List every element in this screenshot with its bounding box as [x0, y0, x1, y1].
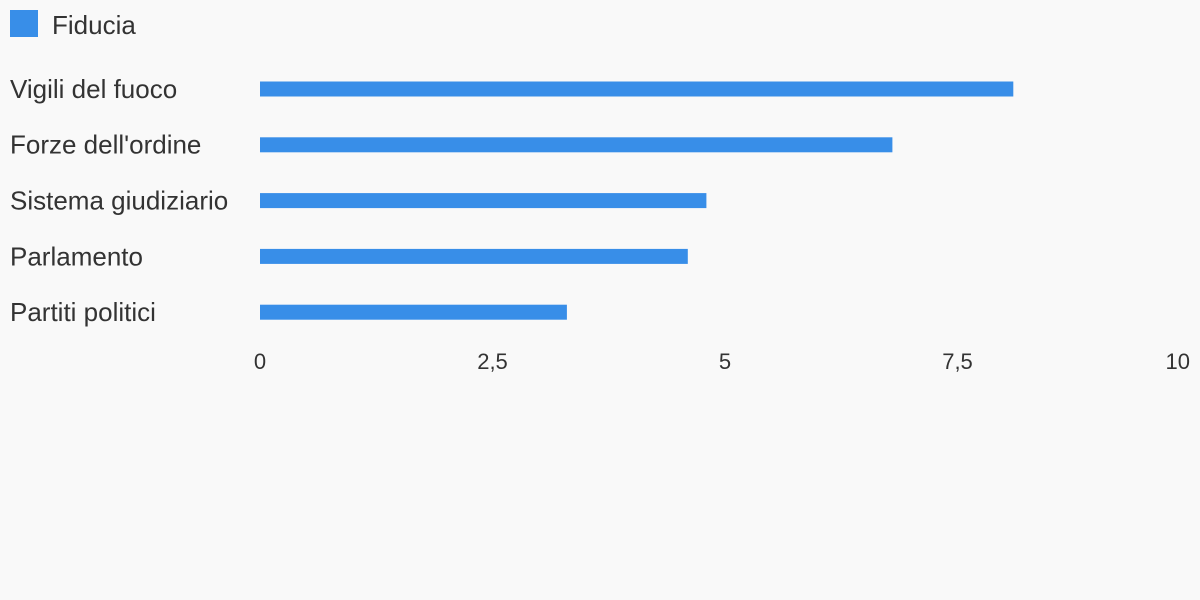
- y-tick-label: Partiti politici: [10, 297, 156, 327]
- bar: [260, 304, 567, 320]
- x-tick-label: 2,5: [477, 349, 508, 374]
- x-tick-label: 5: [719, 349, 731, 374]
- bar: [260, 193, 707, 209]
- y-tick-label: Parlamento: [10, 241, 143, 271]
- bar: [260, 81, 1014, 97]
- y-tick-label: Vigili del fuoco: [10, 74, 177, 104]
- legend-label: Fiducia: [52, 10, 136, 40]
- y-tick-label: Sistema giudiziario: [10, 185, 228, 215]
- bar: [260, 248, 688, 264]
- x-tick-label: 0: [254, 349, 266, 374]
- y-tick-label: Forze dell'ordine: [10, 130, 201, 160]
- x-tick-label: 10: [1166, 349, 1190, 374]
- x-tick-label: 7,5: [942, 349, 973, 374]
- legend-swatch: [10, 10, 38, 37]
- bar: [260, 137, 893, 153]
